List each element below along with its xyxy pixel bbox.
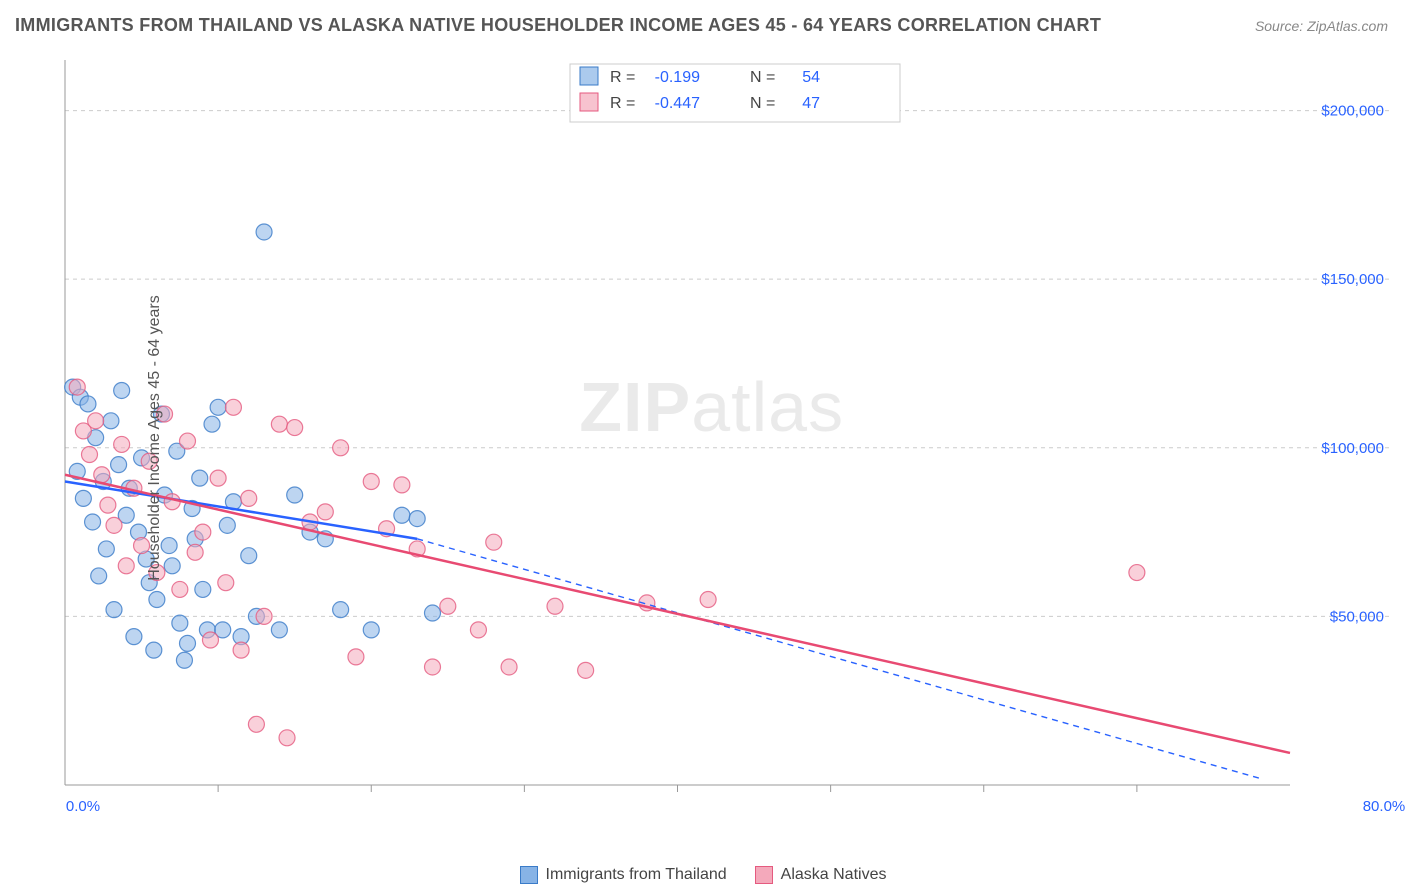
svg-text:N =: N = [750,95,775,112]
svg-text:R =: R = [610,69,635,86]
svg-text:80.0%: 80.0% [1363,798,1406,815]
y-axis-label: Householder Income Ages 45 - 64 years [146,295,164,581]
svg-text:0.0%: 0.0% [66,798,100,815]
svg-text:$150,000: $150,000 [1321,271,1384,288]
legend-label-thailand: Immigrants from Thailand [546,866,727,884]
svg-text:$100,000: $100,000 [1321,440,1384,457]
svg-text:$50,000: $50,000 [1330,608,1384,625]
legend-item-thailand: Immigrants from Thailand [520,866,727,884]
bottom-legend: Immigrants from Thailand Alaska Natives [0,866,1406,884]
legend-swatch-thailand [520,866,538,884]
chart-title: IMMIGRANTS FROM THAILAND VS ALASKA NATIV… [15,15,1101,36]
chart-svg: $50,000$100,000$150,000$200,0000.0%80.0%… [60,50,1390,825]
svg-text:$200,000: $200,000 [1321,103,1384,120]
legend-swatch-alaska [755,866,773,884]
svg-text:R =: R = [610,95,635,112]
legend-label-alaska: Alaska Natives [781,866,887,884]
svg-text:54: 54 [802,69,820,86]
svg-text:N =: N = [750,69,775,86]
svg-text:47: 47 [802,95,820,112]
svg-text:-0.199: -0.199 [655,69,700,86]
plot-area: Householder Income Ages 45 - 64 years $5… [60,50,1390,825]
svg-text:-0.447: -0.447 [655,95,700,112]
source-attribution: Source: ZipAtlas.com [1255,18,1388,34]
legend-item-alaska: Alaska Natives [755,866,887,884]
